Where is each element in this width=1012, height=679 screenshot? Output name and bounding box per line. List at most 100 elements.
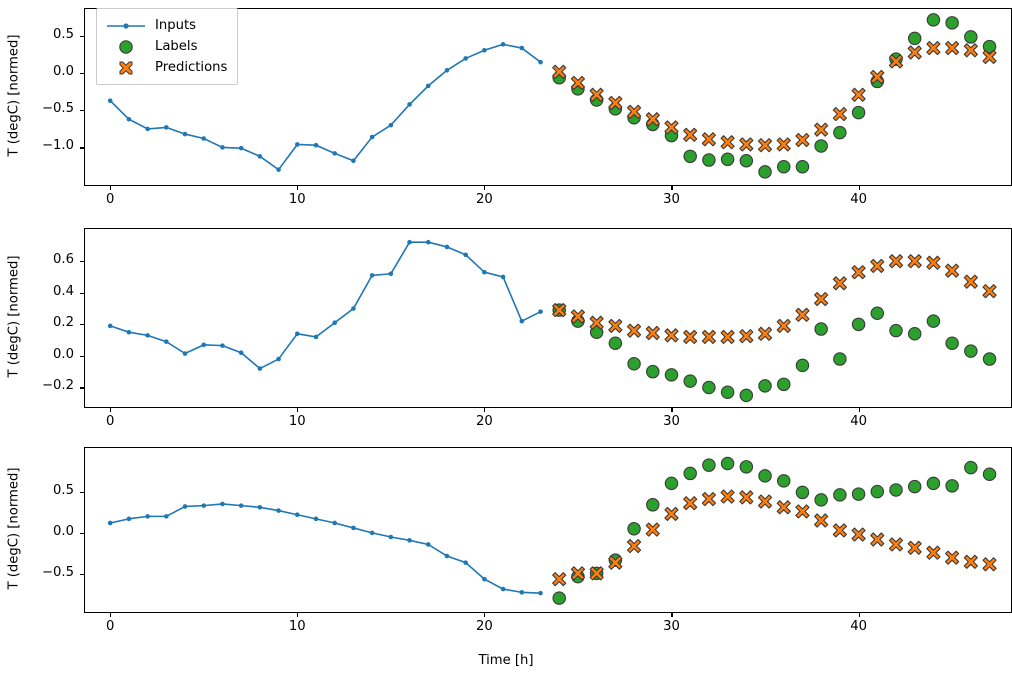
predictions-marker [626,323,642,338]
predictions-marker [870,258,885,273]
labels-marker [982,39,997,54]
predictions-marker [664,328,679,343]
inputs-point [407,102,412,107]
predictions-marker [888,54,904,69]
x-tick-label: 20 [475,414,493,429]
inputs-point [107,520,113,526]
labels-marker [608,336,623,351]
labels-marker [982,467,997,482]
predictions-marker [720,135,735,150]
predictions-marker [552,64,567,79]
labels-marker [982,352,997,366]
inputs-point [425,542,431,547]
predictions-marker [982,557,997,572]
labels-marker [851,105,866,120]
labels-marker [702,458,716,472]
inputs-point [444,553,450,559]
labels-marker [833,352,847,366]
y-tick-label: 0.6 [53,252,74,268]
labels-marker [945,16,959,30]
x-tick-label: 10 [288,414,306,429]
labels-marker [664,368,679,382]
y-tick-mark [80,36,84,38]
y-tick-label: 0.5 [53,27,74,43]
predictions-marker [926,40,941,56]
predictions-marker [645,112,660,127]
predictions-marker [776,318,791,333]
x-tick-mark [110,613,112,617]
inputs-point [500,42,506,47]
labels-marker [907,479,922,494]
labels-marker [664,476,679,491]
labels-marker [720,456,735,471]
labels-marker [851,487,866,501]
predictions-marker [757,494,773,509]
x-tick-mark [858,186,860,190]
predictions-marker [963,43,978,58]
labels-marker [926,13,941,27]
panel-3-plot-area [107,456,997,605]
predictions-marker [608,318,623,333]
labels-marker [926,314,941,328]
inputs-point [538,59,543,65]
predictions-marker [757,326,773,341]
predictions-marker [926,545,941,560]
x-tick-label: 20 [475,619,493,634]
x-tick-mark [858,408,860,412]
x-tick-label: 40 [850,414,867,429]
predictions-marker [683,127,698,142]
predictions-marker [664,506,679,521]
inputs-line [109,241,541,370]
inputs-point [369,134,375,140]
labels-marker [683,374,697,388]
inputs-point [369,530,375,536]
labels-marker [945,336,959,351]
labels-marker [776,159,791,174]
panel-2-plot-area [107,239,997,403]
labels-marker [851,317,866,332]
predictions-marker [870,69,885,85]
predictions-marker [945,550,960,565]
inputs-point [332,151,338,156]
inputs-point [238,503,244,508]
labels-marker [889,323,903,338]
predictions-marker [907,254,922,269]
y-tick-label: 0.2 [53,315,74,331]
inputs-point [238,350,244,356]
predictions-marker [645,522,660,537]
inputs-point [463,560,468,565]
predictions-marker [832,106,847,122]
x-tick-label: 40 [850,619,867,634]
labels-marker [758,469,772,483]
inputs-point [519,45,525,51]
labels-marker [795,159,810,174]
labels-marker [795,485,810,500]
x-tick-label: 30 [663,192,680,207]
labels-marker [552,591,566,605]
inputs-point [425,239,431,245]
labels-marker [646,364,660,379]
inputs-point [407,538,412,543]
labels-marker [833,488,847,502]
labels-marker [964,344,978,358]
predictions-marker [982,49,997,65]
inputs-point [182,131,188,137]
predictions-marker [945,263,960,278]
predictions-marker [907,540,922,555]
x-tick-mark [484,186,486,190]
y-tick-mark [80,324,84,326]
y-tick-label: −0.2 [41,378,74,394]
inputs-point [538,309,543,314]
labels-marker [814,139,828,153]
inputs-point [388,534,394,540]
x-tick-label: 10 [288,619,306,634]
inputs-point [220,145,225,150]
x-tick-label: 30 [663,619,680,634]
x-tick-mark [671,408,673,412]
x-tick-label: 20 [475,192,493,207]
panel-1-plot-area [107,13,997,179]
y-tick-mark [80,110,84,112]
green-circle-icon [105,38,147,56]
predictions-marker [570,309,586,324]
y-tick-mark [80,355,84,357]
